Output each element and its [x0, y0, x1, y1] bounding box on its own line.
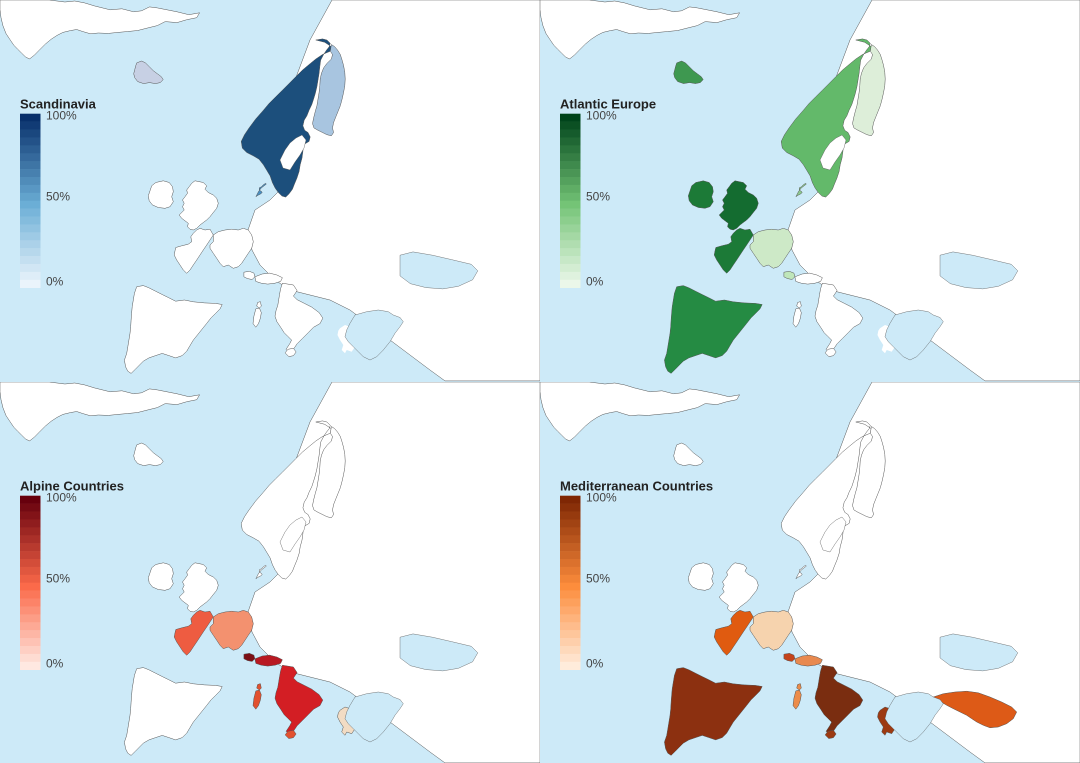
svg-text:100%: 100% — [586, 490, 617, 504]
svg-text:100%: 100% — [46, 109, 77, 123]
svg-text:50%: 50% — [46, 571, 70, 585]
svg-text:100%: 100% — [46, 490, 77, 504]
svg-text:Mediterranean Countries: Mediterranean Countries — [560, 478, 713, 493]
svg-text:0%: 0% — [586, 656, 604, 670]
svg-text:50%: 50% — [586, 190, 610, 204]
svg-text:50%: 50% — [586, 571, 610, 585]
svg-text:100%: 100% — [586, 109, 617, 123]
svg-text:50%: 50% — [46, 190, 70, 204]
svg-text:0%: 0% — [46, 275, 64, 289]
svg-text:0%: 0% — [586, 275, 604, 289]
svg-text:0%: 0% — [46, 656, 64, 670]
